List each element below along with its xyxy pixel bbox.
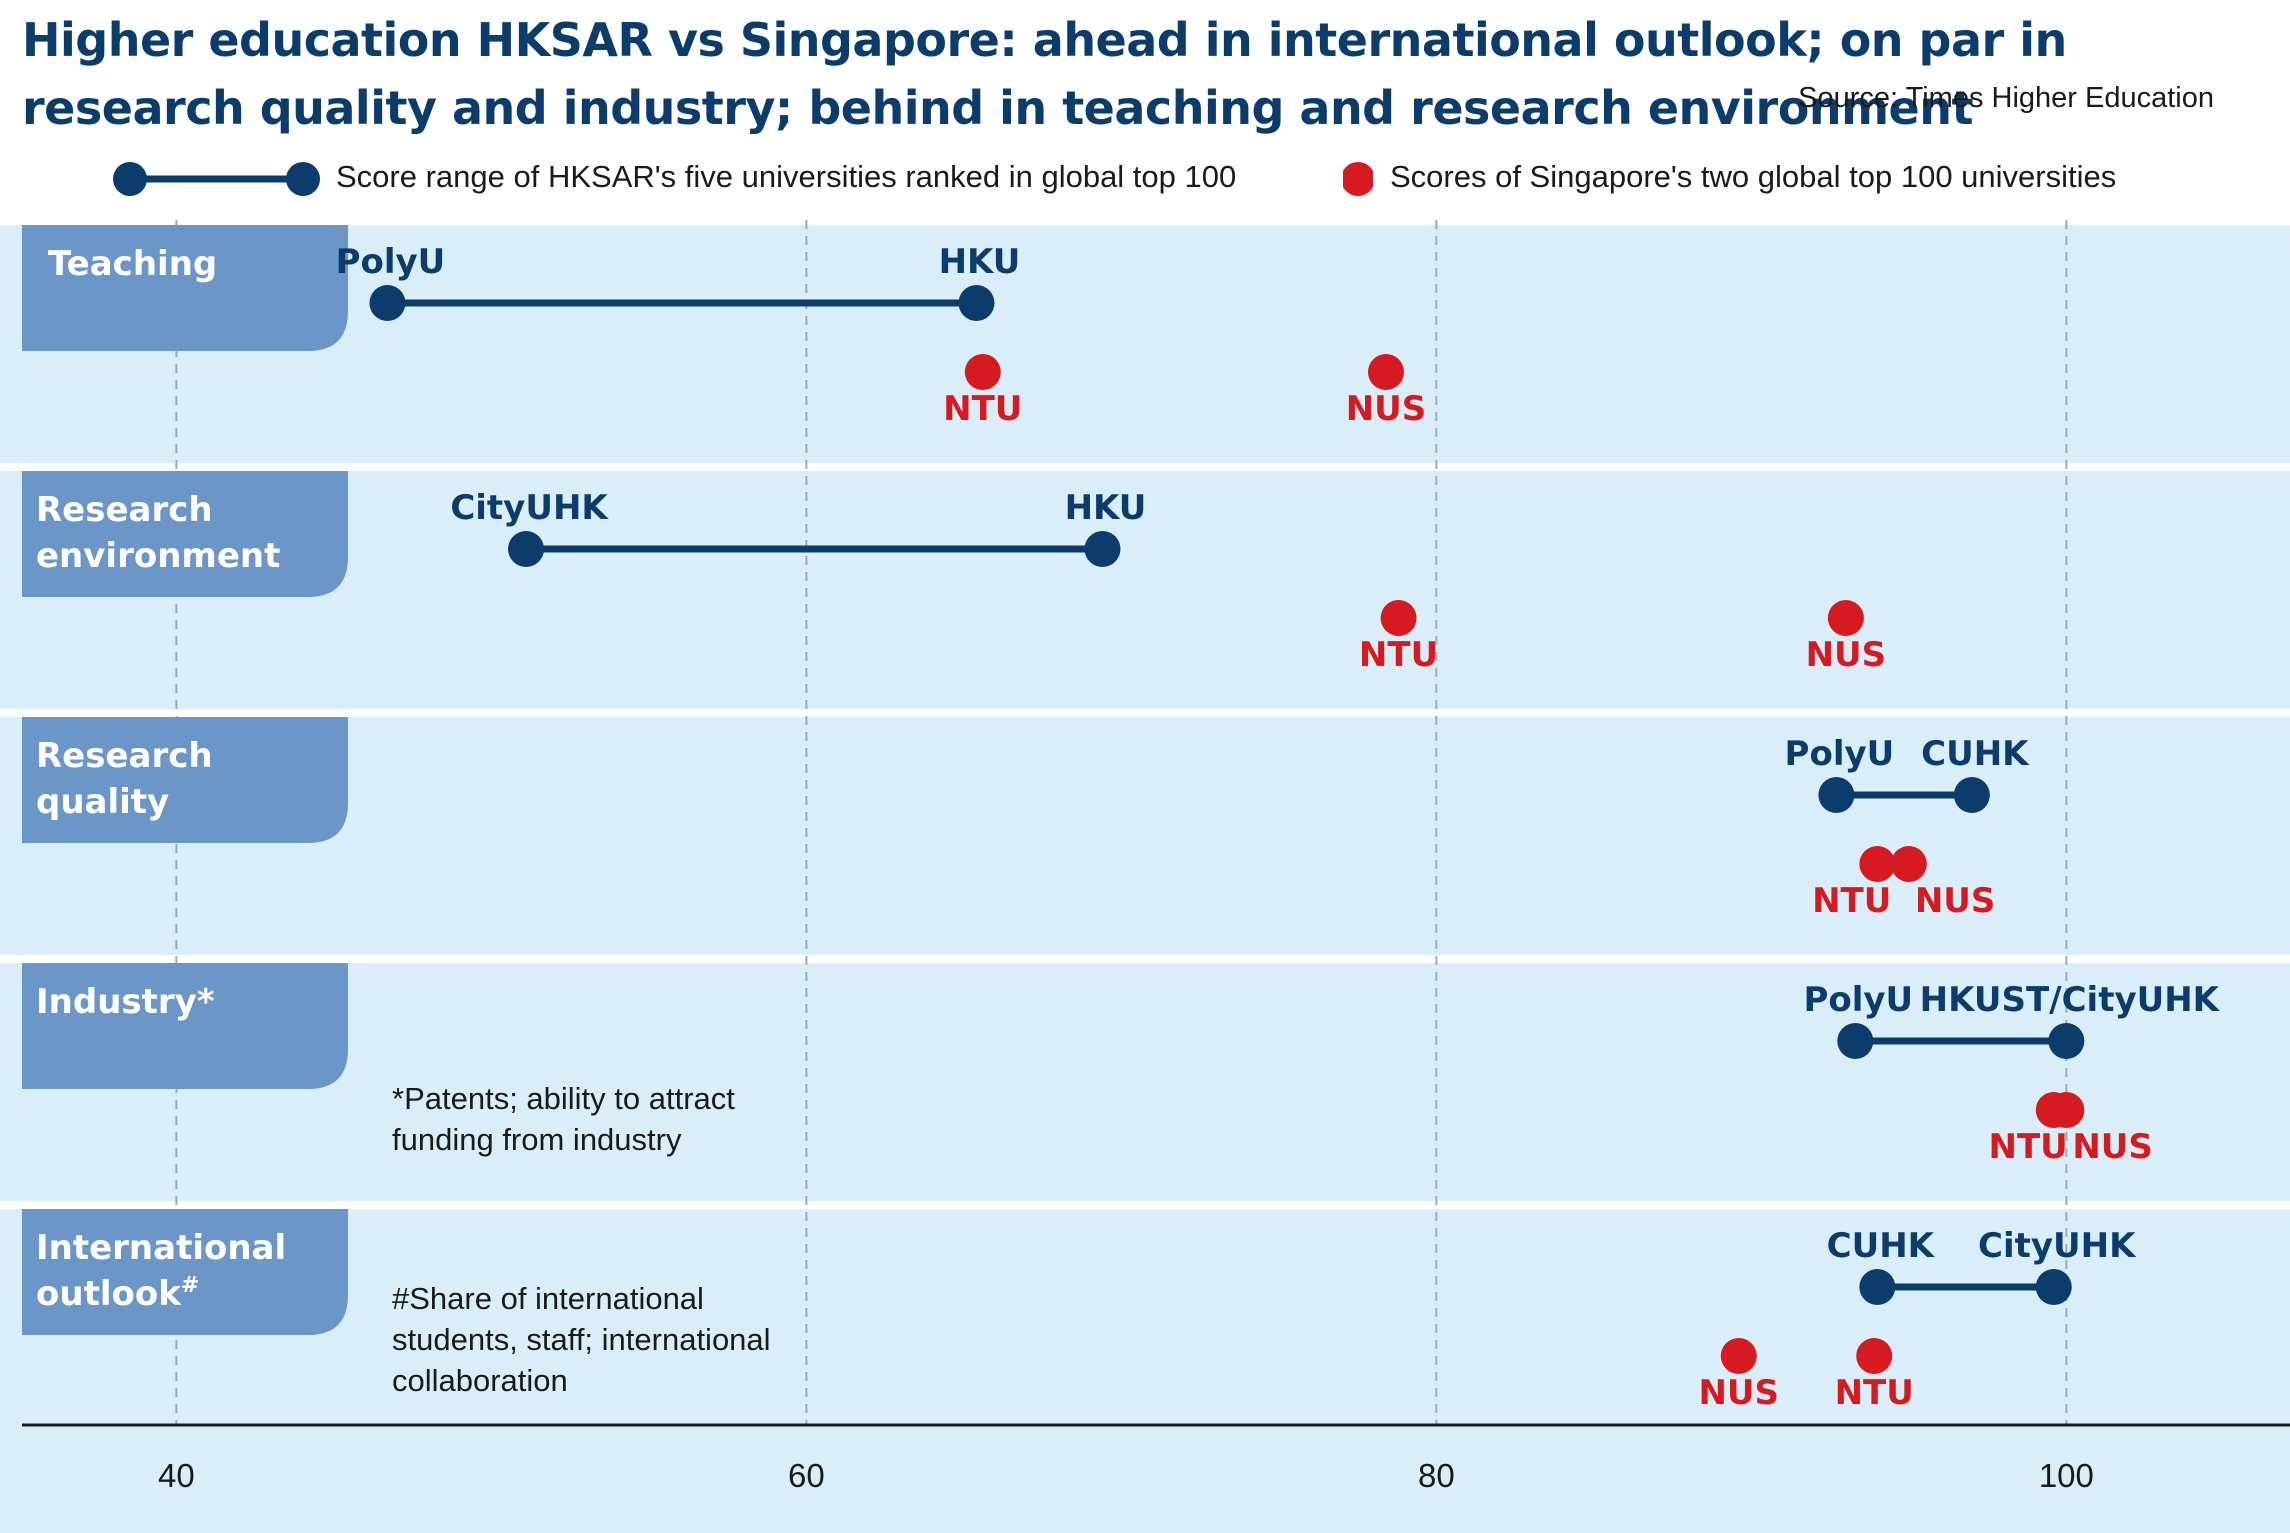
- x-tick-label: 40: [158, 1457, 195, 1494]
- hk-min-label: PolyU: [1785, 734, 1895, 774]
- category-label: Research: [36, 490, 213, 530]
- legend-sg-dot-icon: [1343, 162, 1373, 196]
- category-label: quality: [36, 782, 169, 822]
- sg-dot: [1827, 600, 1864, 636]
- footnote: #Share of international: [392, 1281, 704, 1316]
- sg-dot: [1367, 354, 1404, 390]
- hk-max-dot: [1953, 777, 1990, 813]
- hk-min-dot: [1859, 1269, 1896, 1305]
- sg-dot: [1720, 1338, 1757, 1374]
- category-tab: [22, 1209, 348, 1335]
- sg-dot: [1859, 846, 1896, 882]
- legend: Score range of HKSAR's five universities…: [0, 155, 2290, 205]
- hk-max-label: HKUST/CityUHK: [1920, 980, 2221, 1020]
- hk-max-dot: [1084, 531, 1121, 567]
- category-band: [0, 225, 2290, 463]
- hk-min-dot: [1818, 777, 1855, 813]
- category-tab: [22, 963, 348, 1089]
- category-label: Research: [36, 736, 213, 776]
- sg-dot: [2048, 1092, 2085, 1128]
- sg-dot: [1890, 846, 1927, 882]
- hk-min-dot: [508, 531, 545, 567]
- sg-label: NTU: [943, 389, 1022, 429]
- hk-min-label: CUHK: [1827, 1226, 1936, 1266]
- chart-title: Higher education HKSAR vs Singapore: ahe…: [22, 13, 2067, 135]
- sg-label: NUS: [1346, 389, 1427, 429]
- legend-hk-range-icon: [113, 162, 320, 196]
- x-tick-label: 100: [2039, 1457, 2094, 1494]
- sg-label: NUS: [1806, 635, 1887, 675]
- category-label: outlook#: [36, 1273, 199, 1314]
- hk-max-dot: [2035, 1269, 2072, 1305]
- x-tick-label: 80: [1418, 1457, 1455, 1494]
- hk-min-label: CityUHK: [450, 488, 609, 528]
- category-label: Industry*: [36, 982, 215, 1022]
- legend-hk-label: Score range of HKSAR's five universities…: [336, 159, 1237, 194]
- category-tab: [22, 225, 348, 351]
- hk-min-label: PolyU: [1803, 980, 1913, 1020]
- category-tab: [22, 471, 348, 597]
- hk-min-dot: [1837, 1023, 1874, 1059]
- hk-max-dot: [2048, 1023, 2085, 1059]
- legend-sg-label: Scores of Singapore's two global top 100…: [1390, 159, 2117, 194]
- footnote: *Patents; ability to attract: [392, 1081, 735, 1116]
- category-label: Teaching: [48, 244, 217, 284]
- sg-label: NTU: [1359, 635, 1438, 675]
- hk-max-label: HKU: [1065, 488, 1147, 528]
- footnote: students, staff; international: [392, 1322, 771, 1357]
- sg-label: NTU: [1988, 1127, 2067, 1167]
- x-tick-label: 60: [788, 1457, 825, 1494]
- sg-label: NTU: [1812, 881, 1891, 921]
- hk-max-dot: [958, 285, 995, 321]
- sg-label: NUS: [1915, 881, 1996, 921]
- sg-label: NUS: [2072, 1127, 2153, 1167]
- category-band: [0, 1209, 2290, 1533]
- footnote: funding from industry: [392, 1122, 682, 1157]
- category-band: [0, 963, 2290, 1201]
- hk-min-dot: [369, 285, 406, 321]
- hk-max-label: CUHK: [1921, 734, 2030, 774]
- sg-dot: [964, 354, 1001, 390]
- category-band: [0, 717, 2290, 955]
- category-tab: [22, 717, 348, 843]
- source-note: Source: Times Higher Education: [1798, 82, 2214, 114]
- category-label: environment: [36, 536, 280, 576]
- hk-min-label: PolyU: [336, 242, 446, 282]
- sg-label: NUS: [1698, 1373, 1779, 1413]
- footnote: collaboration: [392, 1363, 568, 1398]
- sg-dot: [1380, 600, 1417, 636]
- category-label: International: [36, 1228, 286, 1268]
- hk-max-label: CityUHK: [1978, 1226, 2137, 1266]
- hk-max-label: HKU: [939, 242, 1021, 282]
- category-band: [0, 471, 2290, 709]
- sg-label: NTU: [1835, 1373, 1914, 1413]
- sg-dot: [1856, 1338, 1893, 1374]
